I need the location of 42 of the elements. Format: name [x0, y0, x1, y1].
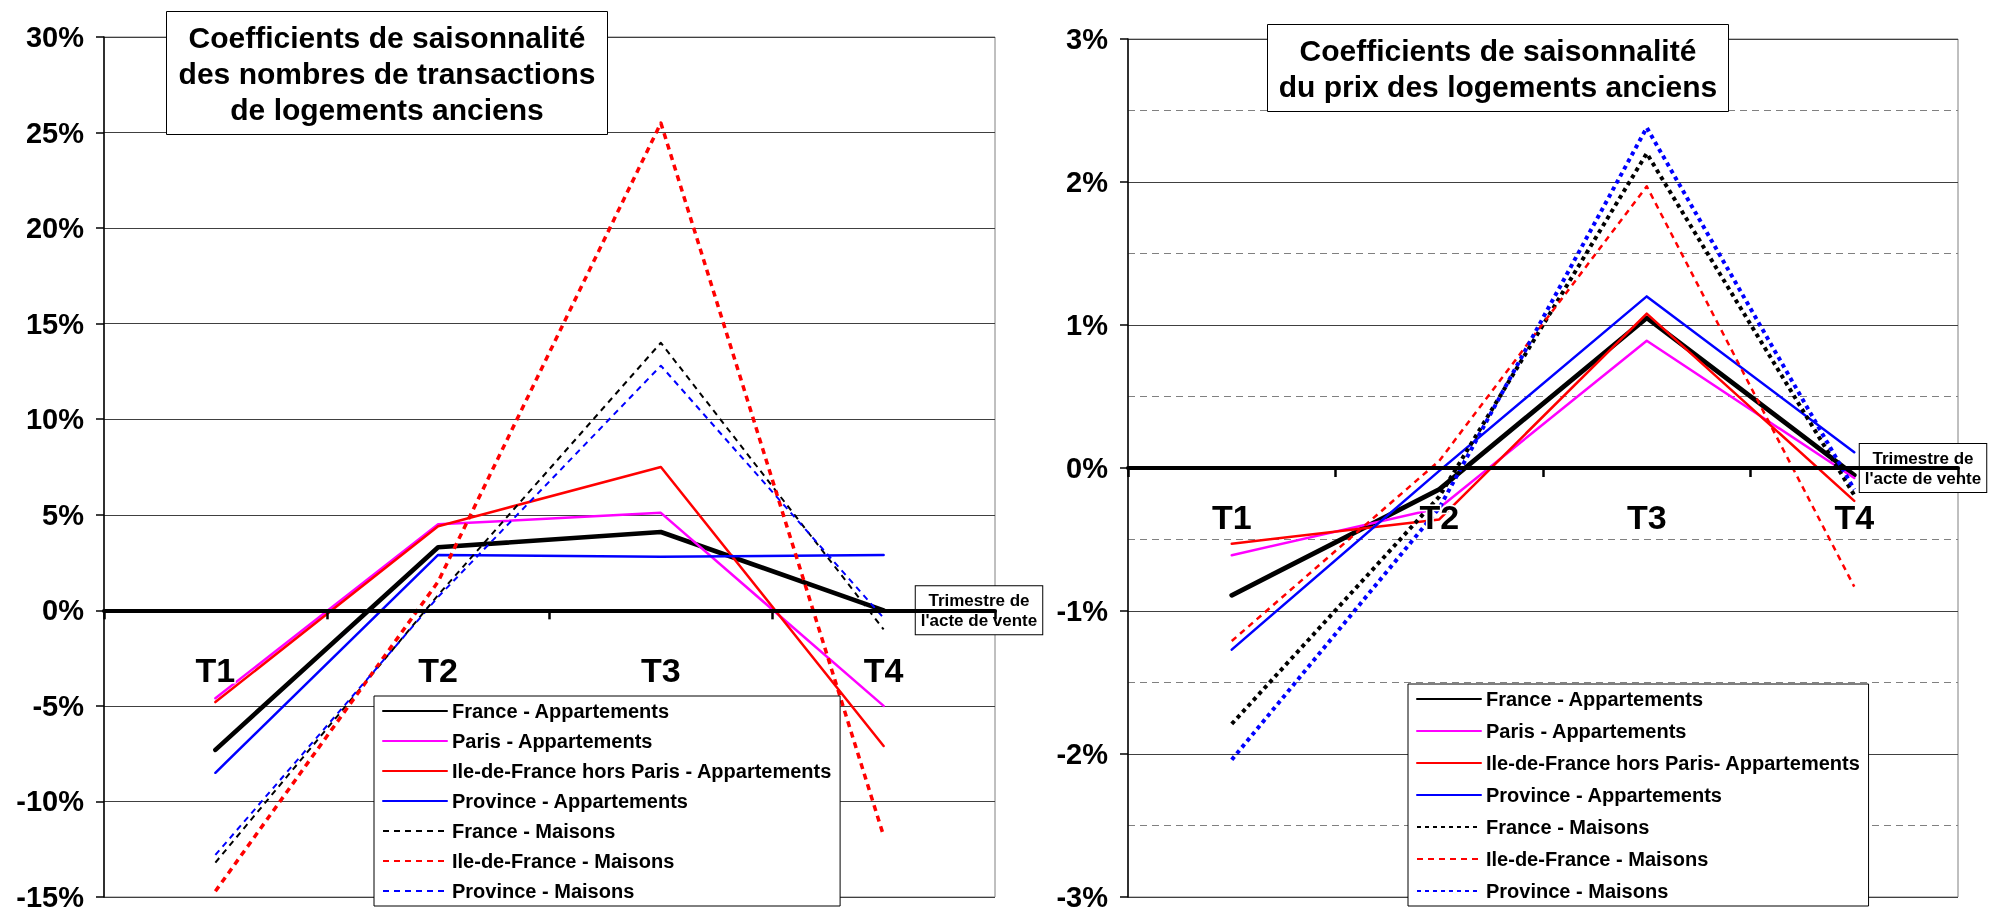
legend-label: Paris - Appartements [452, 730, 653, 752]
legend-label: Ile-de-France hors Paris- Appartements [1486, 752, 1860, 774]
x-axis-title: Trimestre de l'acte de vente [1864, 448, 1982, 488]
y-tick-label: 25% [25, 116, 85, 149]
y-tick-label: -5% [32, 689, 85, 722]
y-tick-label: 10% [25, 403, 85, 436]
x-tick-label: T2 [418, 651, 458, 690]
y-tick-label: -2% [1056, 738, 1109, 770]
y-tick-label: 5% [42, 498, 85, 531]
x-tick-label: T4 [1834, 498, 1875, 536]
y-tick-label: 15% [25, 307, 85, 340]
y-tick-label: -10% [16, 785, 85, 818]
x-tick-label: T1 [1211, 498, 1252, 536]
legend-label: Province - Appartements [1486, 784, 1722, 806]
legend-label: Ile-de-France hors Paris - Appartements [452, 760, 832, 782]
text: Coefficients de saisonnalité des nombres de transactions de logements anciens [178, 20, 596, 126]
x-tick-label: T1 [195, 651, 236, 690]
legend-label: Paris - Appartements [1486, 720, 1687, 742]
y-tick-label: 3% [1066, 23, 1109, 55]
x-tick-label: T4 [863, 651, 904, 690]
chart-title: Coefficients de saisonnalité du prix des logements anciens [1278, 33, 1718, 103]
y-tick-label: 0% [1066, 452, 1109, 484]
y-tick-label: 30% [25, 21, 85, 53]
legend-label: France - Appartements [1486, 688, 1704, 710]
y-tick-label: 2% [1066, 166, 1109, 198]
x-tick-label: T3 [1626, 498, 1667, 536]
legend-label: Province - Appartements [452, 790, 688, 812]
legend-label: Province - Maisons [1486, 880, 1669, 902]
y-tick-label: 1% [1066, 309, 1109, 341]
legend-label: France - Appartements [452, 700, 670, 722]
legend-label: Province - Maisons [452, 880, 635, 902]
y-tick-label: -3% [1056, 881, 1109, 913]
x-axis-title: Trimestre de l'acte de vente [920, 590, 1038, 630]
y-tick-label: -1% [1056, 595, 1109, 627]
legend-label: France - Maisons [452, 820, 616, 842]
legend-label: Ile-de-France - Maisons [1486, 848, 1709, 870]
legend-label: Ile-de-France - Maisons [452, 850, 675, 872]
y-tick-label: 0% [42, 594, 85, 627]
x-tick-label: T3 [641, 651, 681, 690]
y-tick-label: 20% [25, 212, 85, 245]
legend-label: France - Maisons [1486, 816, 1650, 838]
y-tick-label: -15% [16, 881, 85, 913]
